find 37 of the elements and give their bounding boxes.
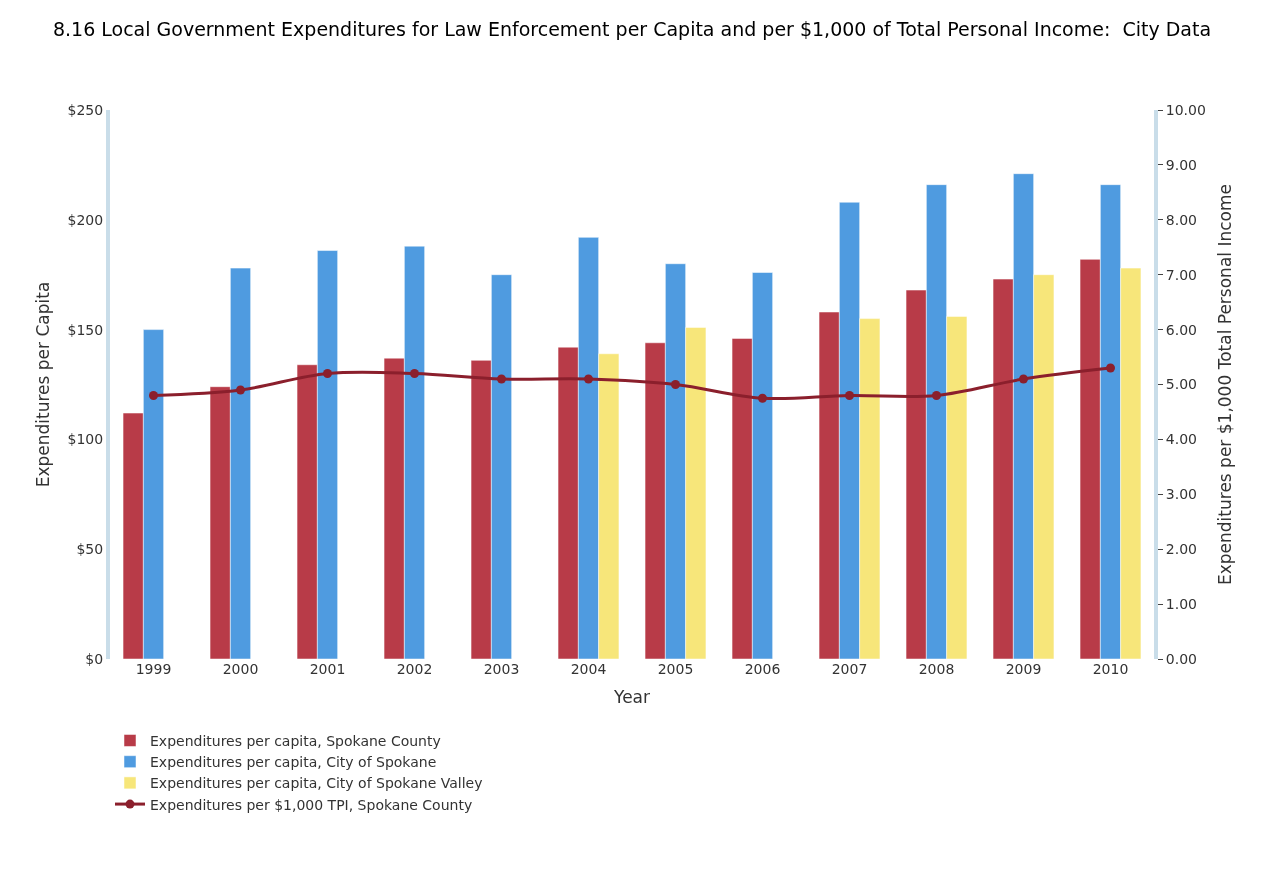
y-tick-label: $250 [67,101,104,118]
x-tick-label: 2007 [831,661,868,677]
y2-tick-label: 5.00 [1165,376,1197,393]
y2-tick-label: 1.00 [1165,596,1197,612]
legend-label: Expenditures per capita, City of Spokane Valley [150,775,483,792]
y-tick-label: $150 [67,321,104,338]
x-tick-label: 2008 [918,661,955,677]
x-tick-label: 2000 [222,661,259,677]
y-tick-label: $50 [76,541,104,558]
chart-title: 8.16 Local Government Expenditures for Law Enforcement per Capita and per $1,000 of Total Personal Income: City Data [52,17,1212,40]
y-axis-title: Expenditures per Capita [32,281,53,488]
x-tick-label: 2001 [309,661,346,677]
y2-tick-label: 6.00 [1165,321,1197,338]
y2-tick-label: 7.00 [1165,266,1197,283]
legend-label: Expenditures per $1,000 TPI, Spokane County [150,796,473,813]
y-tick-label: $0 [85,650,104,667]
y2-tick-label: 2.00 [1165,541,1197,558]
x-tick-label: 2003 [483,661,520,677]
x-axis-title: Year [613,687,650,708]
y-tick-label: $100 [67,431,104,448]
x-tick-label: 2004 [570,661,607,677]
y2-tick-label: 8.00 [1165,211,1197,228]
legend-label: Expenditures per capita, City of Spokane [150,754,437,771]
x-tick-label: 2005 [657,661,694,677]
y2-tick-label: 3.00 [1165,486,1197,503]
y2-axis-title: Expenditures per $1,000 Total Personal Income [1214,184,1235,585]
x-tick-label: 2010 [1092,661,1129,677]
x-tick-label: 1999 [135,661,172,677]
y-tick-label: $200 [67,211,104,228]
y2-tick-label: 10.00 [1165,101,1206,118]
y2-tick-label: 0.00 [1165,650,1197,667]
y2-tick-label: 9.00 [1165,156,1197,173]
x-tick-label: 2006 [744,661,781,677]
x-tick-label: 2002 [396,661,433,677]
y2-tick-label: 4.00 [1165,431,1197,448]
legend-label: Expenditures per capita, Spokane County [150,732,441,749]
x-tick-label: 2009 [1005,661,1042,677]
